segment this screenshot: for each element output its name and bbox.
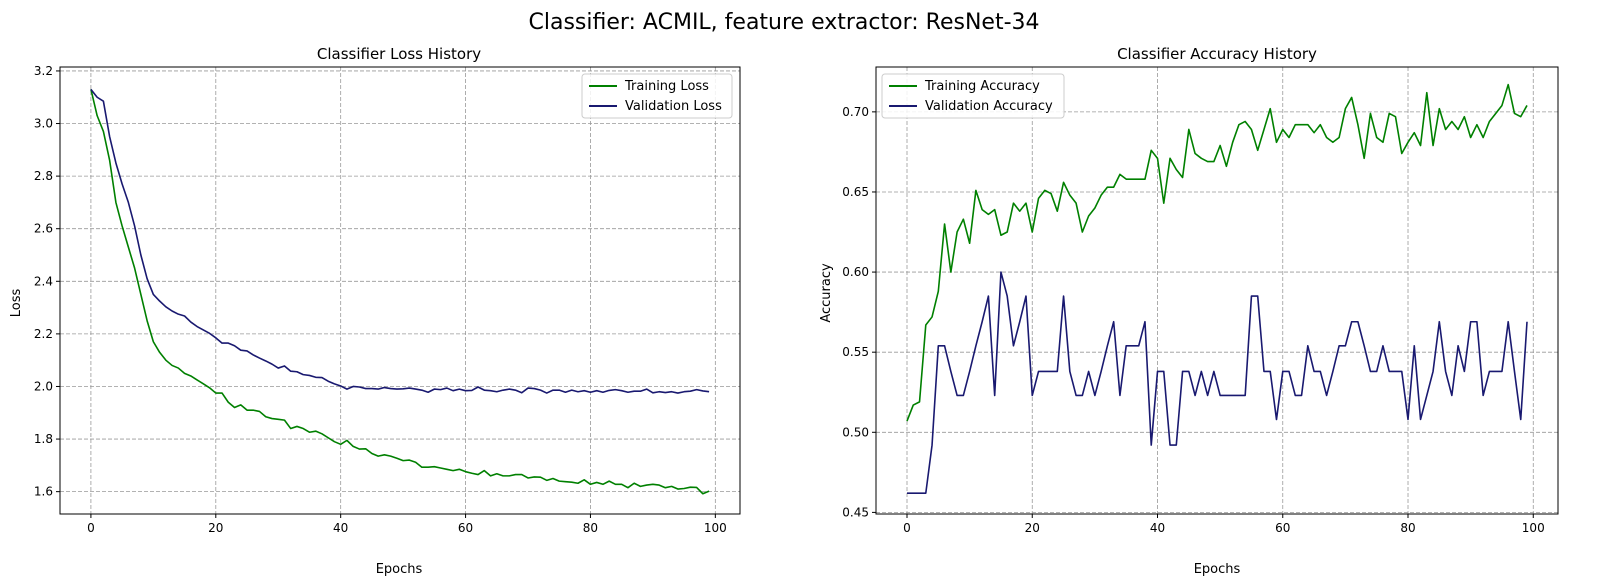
loss-chart-ytick-label: 2.8 — [34, 169, 53, 183]
loss-chart-xtick-label: 20 — [208, 521, 223, 535]
accuracy-chart-xtick-label: 20 — [1025, 521, 1040, 535]
accuracy-chart-xtick-label: 40 — [1150, 521, 1165, 535]
loss-chart-ytick-label: 1.6 — [34, 485, 53, 499]
accuracy-chart-ytick-label: 0.70 — [842, 105, 869, 119]
loss-chart-xtick-label: 40 — [333, 521, 348, 535]
loss-chart-legend — [581, 73, 733, 119]
loss-chart-legend-label: Validation Loss — [625, 99, 722, 114]
loss-chart-ytick-label: 2.2 — [34, 327, 53, 341]
loss-chart-panel: Classifier Loss History Epochs Loss 0 20 4… — [9, 45, 741, 577]
accuracy-chart-series-training-line — [906, 83, 1528, 422]
accuracy-chart-xtick-label: 0 — [903, 521, 911, 535]
loss-chart-ytick-label: 3.0 — [34, 117, 53, 131]
loss-chart-ytick-label: 2.6 — [34, 222, 53, 236]
loss-chart-ytick-label: 3.2 — [34, 64, 53, 78]
loss-chart-series-validation-line — [90, 88, 710, 394]
loss-chart-xtick-label: 60 — [458, 521, 473, 535]
loss-chart-xlabel: Epochs — [376, 562, 423, 577]
accuracy-chart-ytick-label: 0.50 — [842, 425, 869, 439]
accuracy-chart-ytick-label: 0.65 — [842, 185, 869, 199]
accuracy-chart-title: Classifier Accuracy History — [1117, 45, 1317, 63]
loss-chart-ytick-label: 2.0 — [34, 379, 53, 393]
loss-chart-ytick-label: 1.8 — [34, 432, 53, 446]
accuracy-chart-xtick-label: 60 — [1275, 521, 1290, 535]
loss-chart-title: Classifier Loss History — [317, 45, 481, 63]
accuracy-chart-panel: Classifier Accuracy History Epochs Accur… — [819, 45, 1559, 577]
loss-chart-xtick-label: 0 — [87, 521, 95, 535]
accuracy-chart-legend — [881, 73, 1065, 119]
accuracy-chart-xtick-label: 80 — [1400, 521, 1415, 535]
figure-suptitle: Classifier: ACMIL, feature extractor: Re… — [528, 10, 1039, 35]
accuracy-chart-legend-label: Training Accuracy — [924, 79, 1040, 94]
accuracy-chart-series-validation-line — [907, 271, 1528, 494]
loss-chart-xtick-label: 100 — [704, 521, 727, 535]
loss-chart-ylabel: Loss — [9, 289, 24, 318]
accuracy-chart-legend-label: Validation Accuracy — [925, 99, 1053, 114]
accuracy-chart-xlabel: Epochs — [1194, 562, 1241, 577]
loss-chart-series-training-line — [90, 89, 710, 495]
accuracy-chart-xtick-label: 100 — [1522, 521, 1545, 535]
accuracy-chart-ytick-label: 0.60 — [842, 265, 869, 279]
accuracy-chart-ytick-label: 0.45 — [842, 505, 869, 519]
loss-chart-frame — [59, 66, 741, 515]
loss-chart-ytick-label: 2.4 — [34, 274, 53, 288]
accuracy-chart-ylabel: Accuracy — [819, 263, 834, 323]
loss-chart-legend-label: Training Loss — [624, 79, 709, 94]
accuracy-chart-ytick-label: 0.55 — [842, 345, 869, 359]
accuracy-chart-frame — [875, 66, 1559, 515]
loss-chart-xtick-label: 80 — [583, 521, 598, 535]
